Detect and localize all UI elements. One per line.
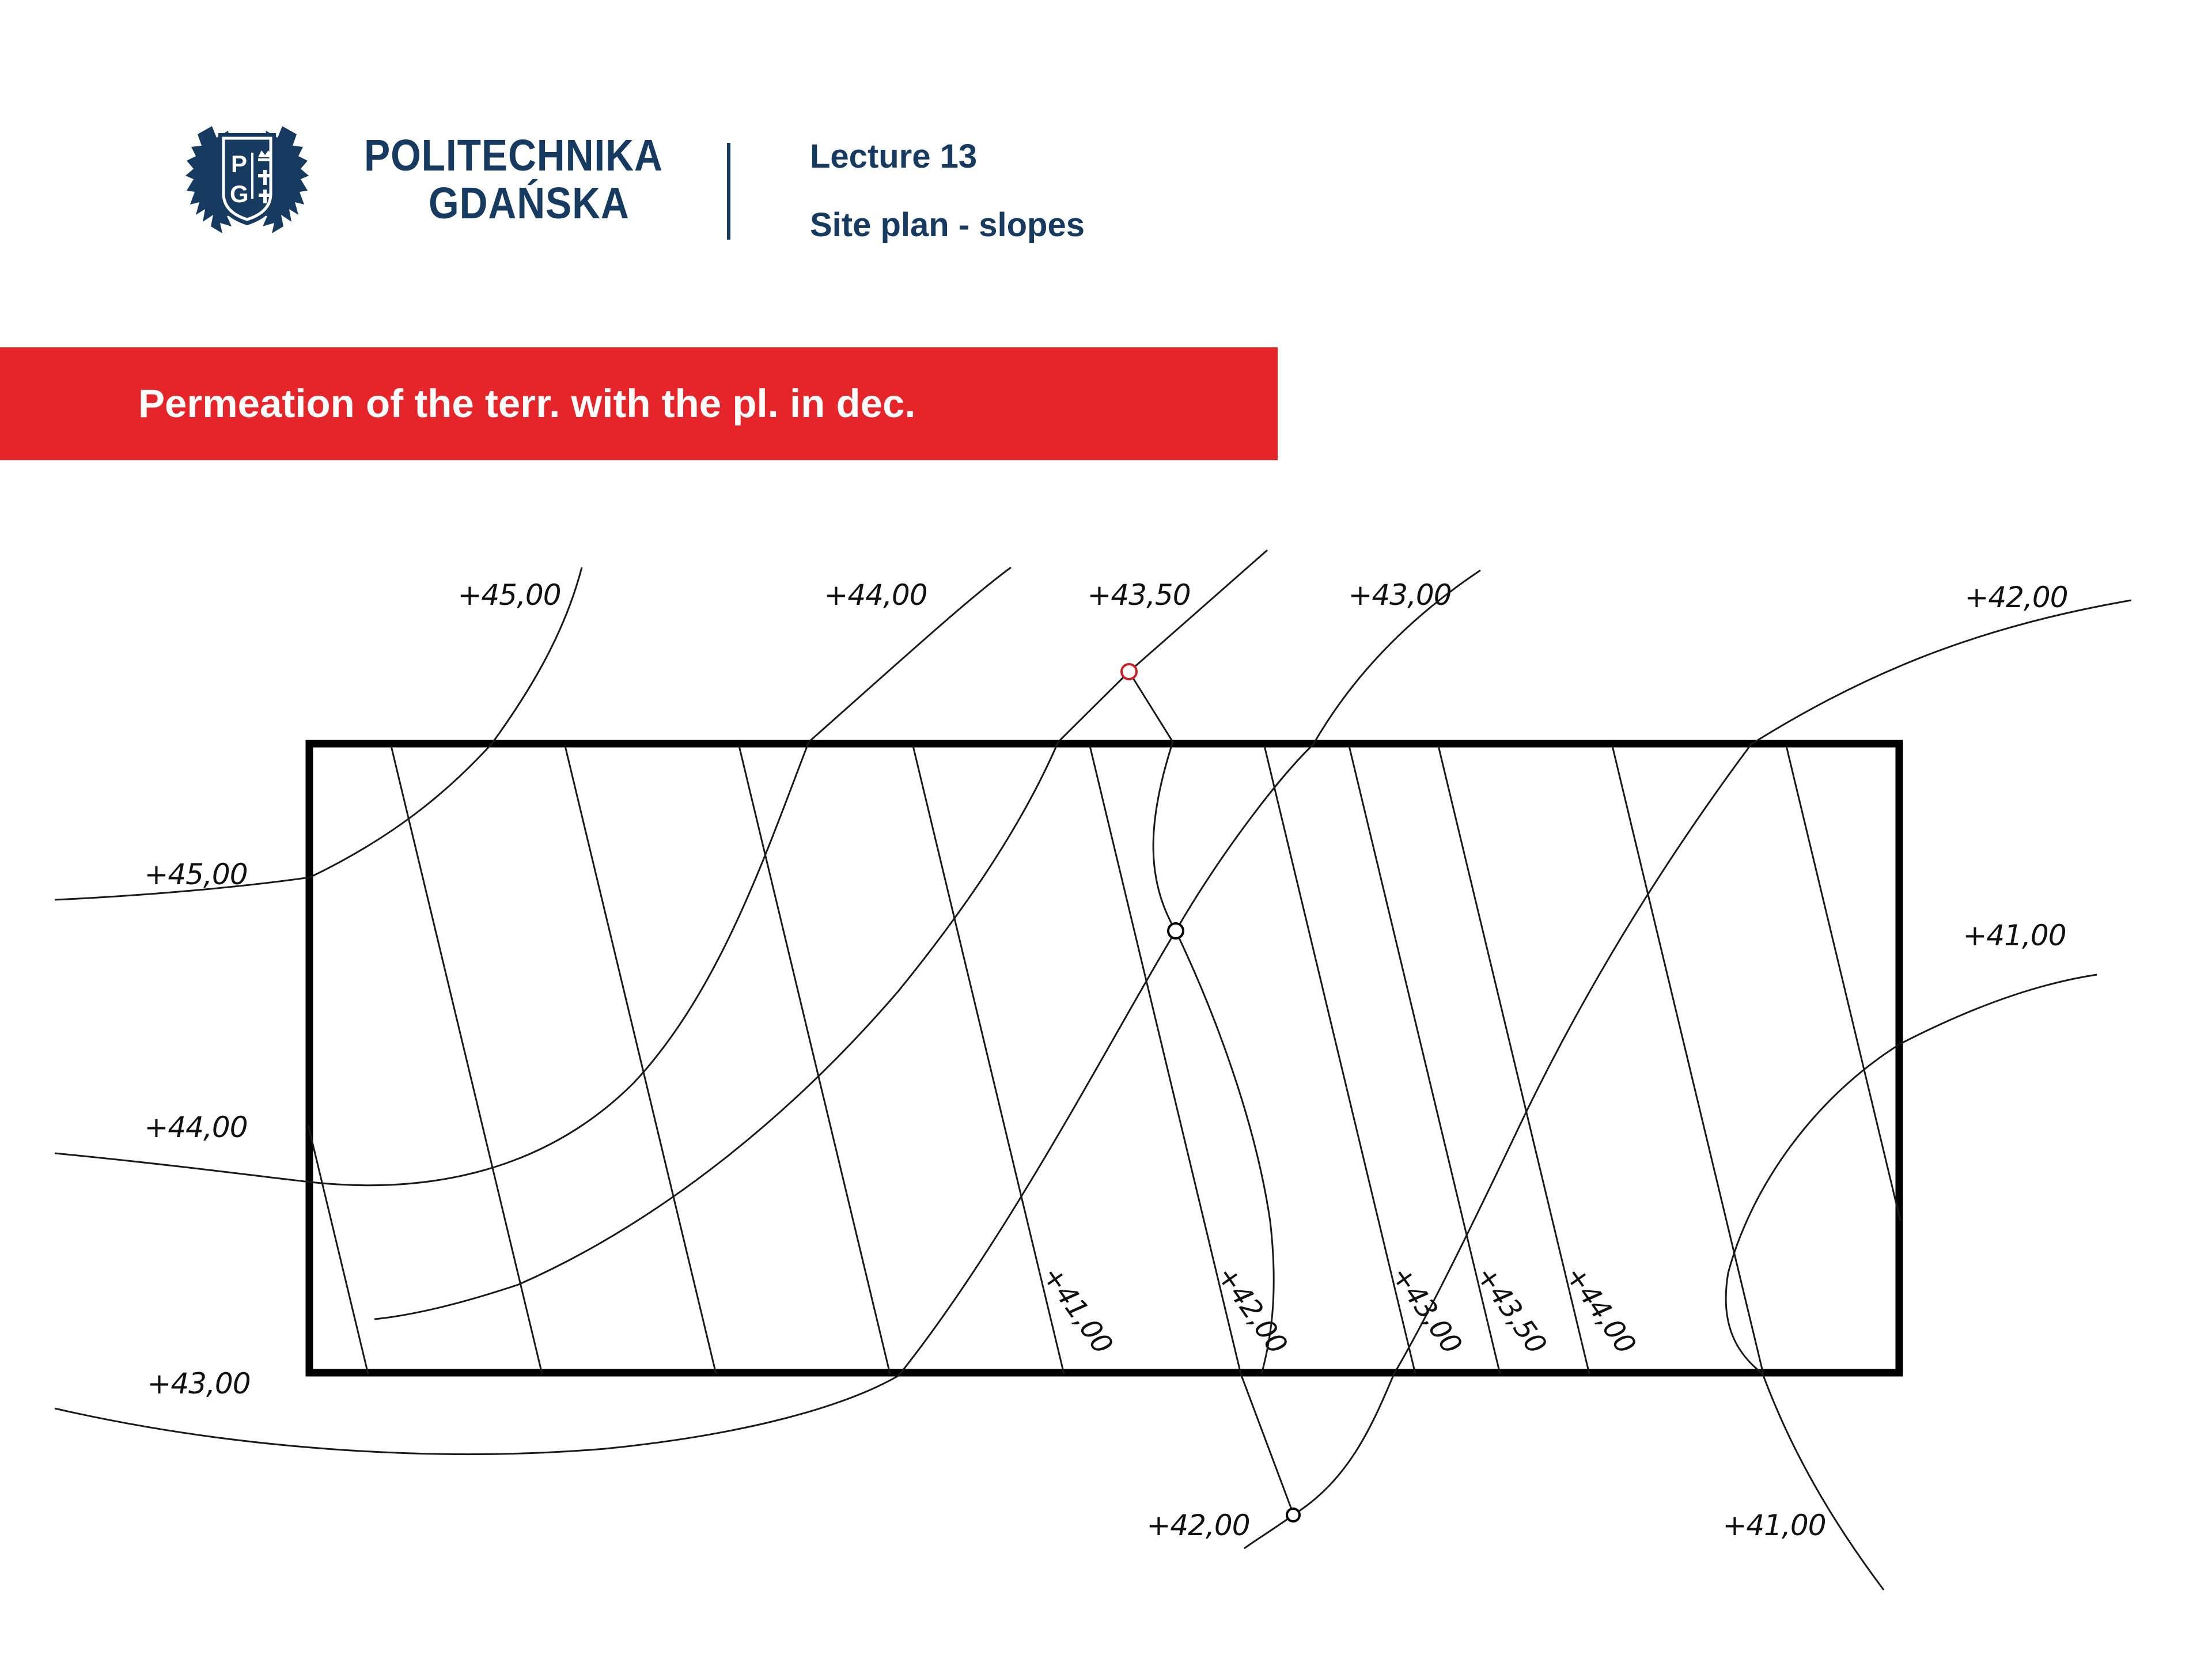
terrain-contour-labels: +45,00 +44,00 +43,50 +43,00 +42,00 +45,0… (144, 578, 2068, 1542)
slide-title: Permeation of the terr. with the pl. in … (138, 381, 916, 426)
plane-line-43-50 (1348, 745, 1501, 1374)
lecture-title: Lecture 13 (810, 138, 978, 175)
plane-line (738, 745, 891, 1374)
crown-icon (258, 150, 272, 161)
terrain-contour-lines (54, 549, 2132, 1590)
contour-label-top-43-50: +43,50 (1087, 578, 1190, 612)
university-name: POLITECHNIKA GDAŃSKA (364, 134, 687, 226)
lecture-block: Lecture 13 Site plan - slopes (810, 137, 1085, 244)
pg-shield-icon: P G (218, 133, 276, 225)
plane-line-42 (1089, 745, 1294, 1514)
lecture-subtitle: Site plan - slopes (810, 206, 1085, 244)
plane-label-43: +43,00 (1385, 1260, 1468, 1359)
black-intersection-point-icon (1167, 922, 1184, 940)
red-intersection-point-icon (1120, 663, 1138, 680)
terrain-contour-45 (54, 567, 583, 901)
site-rectangle (305, 740, 1903, 1377)
contour-label-top-right-42: +42,00 (1964, 581, 2067, 614)
contour-label-left-43: +43,00 (147, 1367, 250, 1400)
contour-label-top-44: +44,00 (824, 578, 927, 612)
plane-line (1611, 745, 1764, 1374)
permeation-branch-line (1128, 671, 1275, 1374)
contour-label-top-45: +45,00 (457, 578, 560, 612)
logo-monogram-g: G (230, 180, 249, 207)
university-logo: P G (185, 126, 309, 233)
slide-title-banner: Permeation of the terr. with the pl. in … (0, 347, 1278, 460)
plane-line-41 (912, 745, 1065, 1374)
terrain-contour-43 (54, 569, 1481, 1455)
plane-label-44: +44,00 (1559, 1260, 1642, 1359)
plane-line (1785, 745, 1902, 1221)
contour-label-left-44: +44,00 (144, 1111, 247, 1144)
plane-line-43 (1263, 745, 1416, 1374)
plane-label-42: +42,00 (1210, 1260, 1293, 1359)
plane-line (564, 745, 717, 1374)
terrain-contour-43-50-with-leader (374, 549, 1268, 1320)
plane-contour-lines (307, 745, 1902, 1514)
contour-label-left-45: +45,00 (144, 858, 247, 891)
plane-line (307, 1124, 369, 1374)
terrain-contour-41 (1725, 974, 2097, 1590)
terrain-contour-44 (54, 566, 1012, 1187)
plane-line-44 (1437, 745, 1590, 1374)
cross-icons (258, 170, 272, 203)
logo-monogram-p: P (231, 150, 247, 177)
plane-label-43-50: +43,50 (1469, 1260, 1552, 1359)
contour-label-bottom-42: +42,00 (1146, 1509, 1249, 1542)
plane-line (390, 745, 543, 1374)
terrain-contour-42 (1244, 599, 2132, 1550)
university-name-line2: GDAŃSKA (429, 179, 630, 228)
university-name-line1: POLITECHNIKA (364, 131, 663, 180)
plane-contour-labels: +41,00 +42,00 +43,00 +43,50 +44,00 (1036, 1260, 1642, 1359)
contour-label-bottom-41: +41,00 (1722, 1509, 1825, 1542)
bottom-intersection-point-icon (1286, 1508, 1301, 1522)
contour-label-top-43: +43,00 (1348, 578, 1451, 612)
contour-label-right-41: +41,00 (1963, 919, 2066, 952)
header-divider (727, 143, 730, 240)
